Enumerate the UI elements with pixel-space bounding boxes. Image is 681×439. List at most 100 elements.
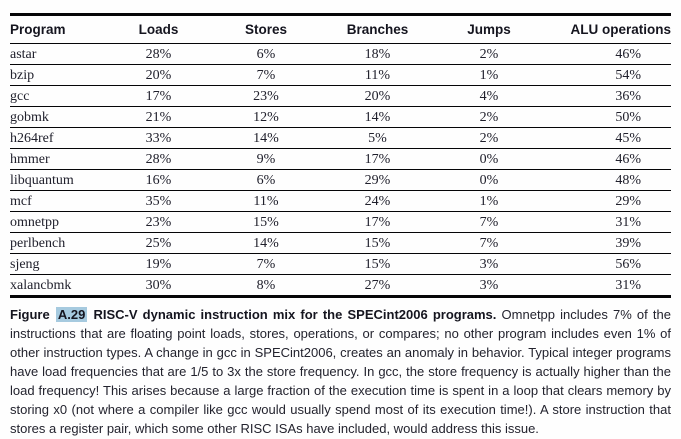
loads-cell: 30% (106, 274, 211, 297)
stores-cell: 9% (211, 148, 321, 170)
alu-cell: 36% (544, 85, 671, 107)
table-row: libquantum 16% 6% 29% 0% 48% (10, 169, 671, 191)
table-header-row: Program Loads Stores Branches Jumps ALU … (10, 14, 671, 44)
program-cell: sjeng (10, 253, 106, 275)
alu-cell: 56% (544, 253, 671, 275)
jumps-cell: 2% (434, 106, 544, 128)
alu-cell: 31% (544, 211, 671, 233)
table-row: hmmer 28% 9% 17% 0% 46% (10, 148, 671, 170)
branches-cell: 17% (321, 148, 434, 170)
program-cell: mcf (10, 190, 106, 212)
jumps-cell: 3% (434, 274, 544, 297)
loads-cell: 21% (106, 106, 211, 128)
jumps-cell: 2% (434, 43, 544, 65)
alu-cell: 39% (544, 232, 671, 254)
jumps-cell: 4% (434, 85, 544, 107)
stores-cell: 6% (211, 169, 321, 191)
program-cell: gcc (10, 85, 106, 107)
caption-body: Omnetpp includes 7% of the instructions … (10, 307, 671, 436)
branches-cell: 15% (321, 253, 434, 275)
loads-cell: 20% (106, 64, 211, 86)
loads-cell: 35% (106, 190, 211, 212)
program-cell: h264ref (10, 127, 106, 149)
alu-cell: 29% (544, 190, 671, 212)
program-cell: libquantum (10, 169, 106, 191)
jumps-cell: 7% (434, 211, 544, 233)
loads-cell: 33% (106, 127, 211, 149)
branches-cell: 27% (321, 274, 434, 297)
figure-caption: Figure A.29 RISC-V dynamic instruction m… (10, 305, 671, 438)
program-cell: xalancbmk (10, 274, 106, 297)
table-row: gobmk 21% 12% 14% 2% 50% (10, 106, 671, 128)
program-cell: astar (10, 43, 106, 65)
instruction-mix-table: Program Loads Stores Branches Jumps ALU … (10, 13, 671, 298)
jumps-cell: 1% (434, 64, 544, 86)
alu-cell: 50% (544, 106, 671, 128)
stores-cell: 6% (211, 43, 321, 65)
program-cell: gobmk (10, 106, 106, 128)
figure-number-link[interactable]: A.29 (55, 307, 88, 322)
column-header-loads: Loads (106, 14, 211, 44)
jumps-cell: 2% (434, 127, 544, 149)
stores-cell: 7% (211, 253, 321, 275)
stores-cell: 14% (211, 232, 321, 254)
program-cell: hmmer (10, 148, 106, 170)
jumps-cell: 3% (434, 253, 544, 275)
stores-cell: 7% (211, 64, 321, 86)
table-row: xalancbmk 30% 8% 27% 3% 31% (10, 274, 671, 297)
loads-cell: 25% (106, 232, 211, 254)
stores-cell: 15% (211, 211, 321, 233)
loads-cell: 28% (106, 148, 211, 170)
branches-cell: 5% (321, 127, 434, 149)
column-header-branches: Branches (321, 14, 434, 44)
branches-cell: 17% (321, 211, 434, 233)
caption-title: RISC-V dynamic instruction mix for the S… (93, 307, 497, 322)
table-row: mcf 35% 11% 24% 1% 29% (10, 190, 671, 212)
branches-cell: 15% (321, 232, 434, 254)
alu-cell: 46% (544, 148, 671, 170)
program-cell: perlbench (10, 232, 106, 254)
alu-cell: 46% (544, 43, 671, 65)
stores-cell: 23% (211, 85, 321, 107)
column-header-jumps: Jumps (434, 14, 544, 44)
loads-cell: 28% (106, 43, 211, 65)
alu-cell: 54% (544, 64, 671, 86)
column-header-alu-operations: ALU operations (544, 14, 671, 44)
branches-cell: 11% (321, 64, 434, 86)
loads-cell: 23% (106, 211, 211, 233)
branches-cell: 20% (321, 85, 434, 107)
column-header-stores: Stores (211, 14, 321, 44)
stores-cell: 14% (211, 127, 321, 149)
table-row: bzip 20% 7% 11% 1% 54% (10, 64, 671, 86)
table-body: astar 28% 6% 18% 2% 46% bzip 20% 7% 11% … (10, 43, 671, 297)
jumps-cell: 0% (434, 169, 544, 191)
column-header-program: Program (10, 14, 106, 44)
stores-cell: 12% (211, 106, 321, 128)
branches-cell: 29% (321, 169, 434, 191)
stores-cell: 8% (211, 274, 321, 297)
caption-figure-word: Figure (10, 307, 50, 322)
alu-cell: 31% (544, 274, 671, 297)
alu-cell: 45% (544, 127, 671, 149)
program-cell: bzip (10, 64, 106, 86)
jumps-cell: 0% (434, 148, 544, 170)
table-row: omnetpp 23% 15% 17% 7% 31% (10, 211, 671, 233)
loads-cell: 19% (106, 253, 211, 275)
jumps-cell: 7% (434, 232, 544, 254)
alu-cell: 48% (544, 169, 671, 191)
branches-cell: 18% (321, 43, 434, 65)
loads-cell: 16% (106, 169, 211, 191)
table-row: astar 28% 6% 18% 2% 46% (10, 43, 671, 65)
table-row: h264ref 33% 14% 5% 2% 45% (10, 127, 671, 149)
table-row: perlbench 25% 14% 15% 7% 39% (10, 232, 671, 254)
stores-cell: 11% (211, 190, 321, 212)
branches-cell: 24% (321, 190, 434, 212)
loads-cell: 17% (106, 85, 211, 107)
table-header: Program Loads Stores Branches Jumps ALU … (10, 14, 671, 44)
branches-cell: 14% (321, 106, 434, 128)
jumps-cell: 1% (434, 190, 544, 212)
table-row: gcc 17% 23% 20% 4% 36% (10, 85, 671, 107)
program-cell: omnetpp (10, 211, 106, 233)
table-row: sjeng 19% 7% 15% 3% 56% (10, 253, 671, 275)
